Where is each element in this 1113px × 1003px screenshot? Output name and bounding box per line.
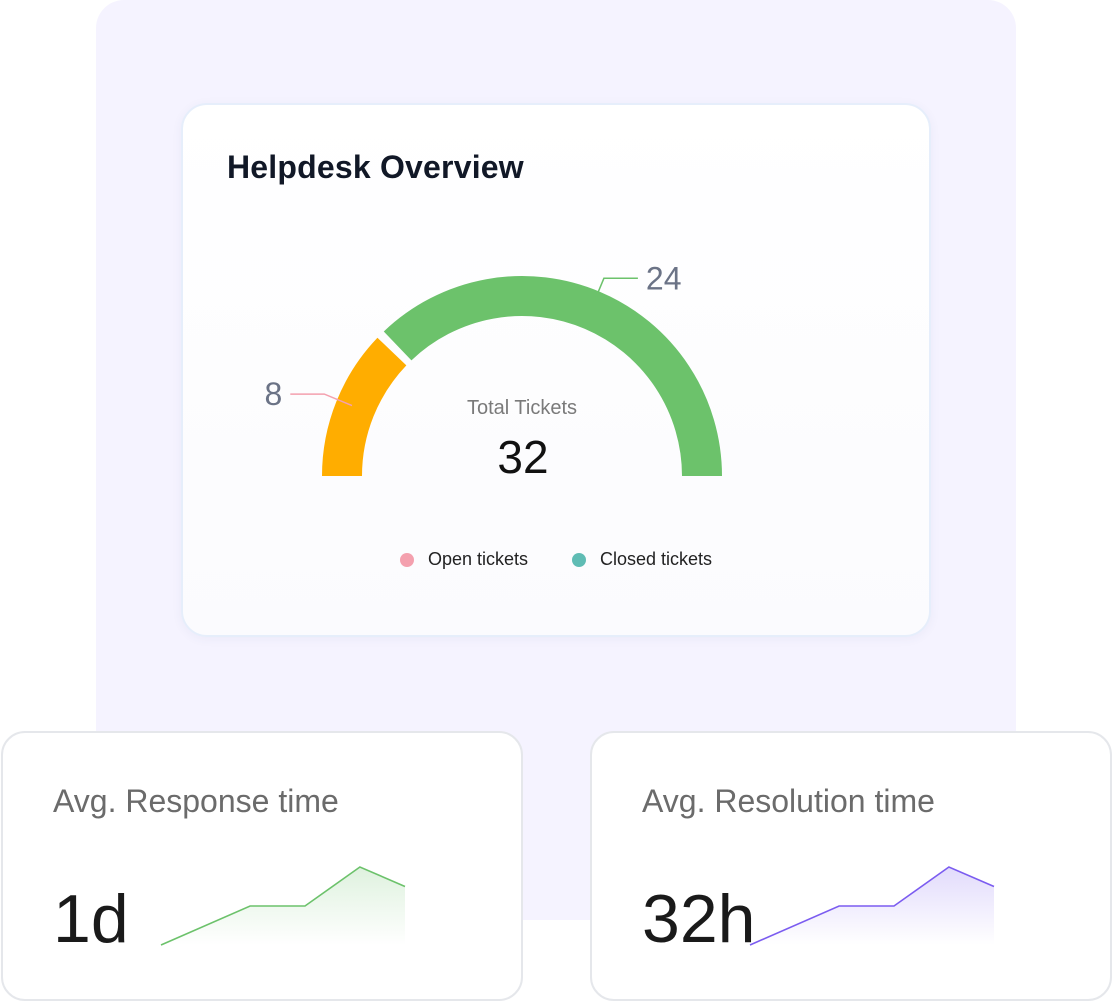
metric-title-response: Avg. Response time [53,783,339,819]
response-trend-sparkline [160,866,406,946]
legend-label-open: Open tickets [427,549,528,569]
sparkline-line [749,866,995,946]
leader-line-open [290,393,353,407]
resolution-trend-sparkline [749,866,995,946]
legend-item-open[interactable]: Open tickets [399,549,528,570]
legend-dot-closed-icon [572,552,586,567]
center-label: Total Tickets [467,397,577,419]
legend-label-closed: Closed tickets [600,549,713,569]
overview-title: Helpdesk Overview [227,149,524,185]
legend-item-closed[interactable]: Closed tickets [572,549,712,570]
sparkline-line [160,866,406,946]
metric-value-response: 1d [53,881,129,957]
gauge-segment-open[interactable] [322,337,407,477]
chart-legend: Open tickets Closed tickets [183,549,929,570]
metric-title-resolution: Avg. Resolution time [642,783,935,819]
legend-dot-open-icon [399,552,414,567]
data-label-open: 8 [265,376,283,412]
helpdesk-overview-card: Helpdesk Overview 8 24 Total Tickets 32 … [181,103,931,637]
data-label-closed: 24 [646,260,682,296]
avg-response-time-card: Avg. Response time 1d [1,731,523,1001]
avg-resolution-time-card: Avg. Resolution time 32h [590,731,1112,1001]
leader-line-closed [591,277,638,307]
gauge-segment-closed[interactable] [383,276,722,477]
tickets-gauge-chart: 8 24 Total Tickets 32 [265,260,722,483]
center-value: 32 [497,431,548,483]
metric-value-resolution: 32h [642,881,756,957]
